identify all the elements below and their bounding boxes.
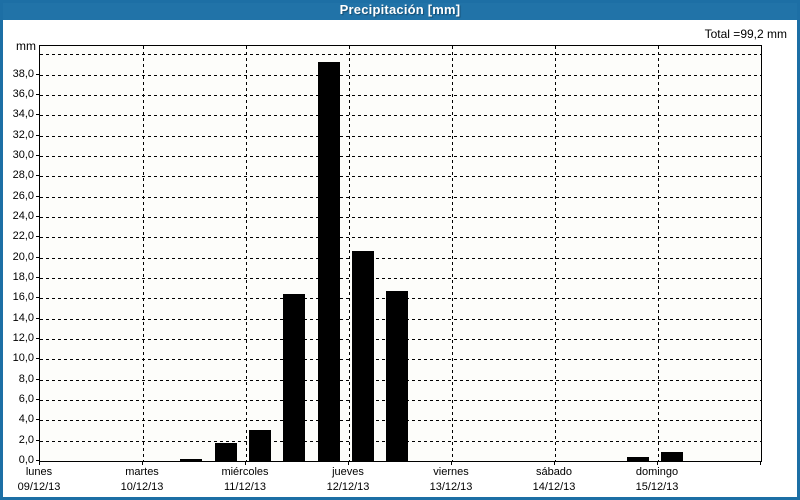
- x-axis-date-label: 12/12/13: [326, 481, 370, 493]
- x-tick-mark: [451, 461, 452, 465]
- x-axis-date-label: 09/12/13: [17, 481, 61, 493]
- y-tick-label: 18,0: [12, 270, 34, 283]
- precipitation-bar: [661, 452, 683, 461]
- total-precipitation-label: Total =99,2 mm: [704, 27, 787, 41]
- vertical-gridline: [658, 46, 659, 461]
- x-axis-date-label: 11/12/13: [223, 481, 266, 493]
- horizontal-gridline: [40, 155, 761, 157]
- x-axis-date-label: 10/12/13: [120, 481, 164, 493]
- precipitation-bar: [386, 291, 409, 461]
- vertical-gridline: [349, 46, 350, 461]
- horizontal-gridline: [40, 196, 761, 198]
- y-tick-label: 14,0: [12, 311, 34, 324]
- vertical-gridline: [143, 46, 144, 461]
- y-tick-label: 24,0: [12, 209, 34, 222]
- x-tick-mark: [760, 461, 761, 465]
- horizontal-gridline: [40, 54, 761, 56]
- precipitation-bar: [214, 443, 237, 461]
- x-axis-day-label: jueves: [332, 466, 364, 478]
- y-tick-mark: [36, 358, 40, 360]
- y-tick-mark: [36, 175, 40, 177]
- y-tick-mark: [36, 195, 40, 197]
- horizontal-gridline: [40, 135, 761, 137]
- y-tick-mark: [36, 215, 40, 217]
- horizontal-gridline: [40, 216, 761, 218]
- x-axis-day-label: lunes: [25, 466, 53, 478]
- horizontal-gridline: [40, 176, 761, 178]
- x-tick-mark: [39, 461, 40, 465]
- y-tick-label: 12,0: [12, 331, 34, 344]
- y-tick-label: 4,0: [18, 413, 34, 426]
- horizontal-gridline: [40, 74, 761, 76]
- y-tick-mark: [36, 460, 40, 461]
- horizontal-gridline: [40, 94, 761, 96]
- y-tick-label: 32,0: [12, 128, 34, 141]
- y-tick-mark: [36, 399, 40, 400]
- y-tick-label: 2,0: [18, 433, 34, 446]
- precipitation-bar: [626, 457, 649, 461]
- y-tick-label: 36,0: [12, 87, 34, 100]
- x-axis-date-label: 13/12/13: [429, 481, 473, 493]
- x-tick-mark: [245, 461, 246, 465]
- x-tick-mark: [657, 461, 658, 465]
- y-tick-mark: [36, 73, 40, 75]
- x-axis-day-label: sábado: [535, 466, 573, 478]
- x-tick-mark: [554, 461, 555, 465]
- y-tick-mark: [36, 134, 40, 136]
- y-tick-mark: [36, 419, 40, 421]
- precipitation-bar: [352, 251, 374, 461]
- precipitation-bar: [180, 459, 203, 461]
- horizontal-gridline: [40, 115, 761, 117]
- y-tick-label: 20,0: [12, 250, 34, 263]
- x-tick-mark: [142, 461, 143, 465]
- x-axis-day-label: miércoles: [221, 466, 269, 478]
- y-tick-label: 0,0: [18, 454, 34, 466]
- y-tick-mark: [36, 317, 40, 319]
- vertical-gridline: [452, 46, 453, 461]
- plot-area: [39, 45, 762, 462]
- y-tick-label: 30,0: [12, 148, 34, 161]
- x-axis-day-label: viernes: [433, 466, 469, 478]
- y-tick-mark: [36, 378, 40, 380]
- y-tick-label: 34,0: [12, 108, 34, 121]
- y-tick-mark: [36, 439, 40, 441]
- precipitation-bar: [283, 294, 306, 461]
- precipitation-bar: [249, 430, 271, 461]
- y-tick-mark: [36, 276, 40, 278]
- y-tick-label: 28,0: [12, 169, 34, 182]
- y-tick-label: 6,0: [18, 393, 34, 405]
- y-tick-mark: [36, 256, 40, 258]
- y-tick-mark: [36, 93, 40, 95]
- vertical-gridline: [246, 46, 247, 461]
- x-axis-day-label: martes: [125, 466, 159, 478]
- horizontal-gridline: [40, 257, 761, 259]
- y-tick-label: 16,0: [12, 291, 34, 304]
- y-tick-label: 22,0: [12, 230, 34, 243]
- chart-title: Precipitación [mm]: [0, 0, 800, 20]
- x-axis-date-label: 14/12/13: [532, 481, 576, 493]
- y-tick-mark: [36, 154, 40, 156]
- y-tick-mark: [36, 297, 40, 299]
- y-tick-label: 38,0: [12, 67, 34, 80]
- y-tick-mark: [36, 114, 40, 116]
- y-tick-label: 10,0: [12, 352, 34, 365]
- precipitation-bar: [317, 62, 340, 461]
- y-axis-unit-label: mm: [16, 39, 36, 53]
- x-tick-mark: [348, 461, 349, 465]
- x-axis-day-label: domingo: [635, 466, 679, 478]
- x-axis-date-label: 15/12/13: [635, 481, 679, 493]
- y-tick-mark: [36, 337, 40, 339]
- y-tick-mark: [36, 236, 40, 238]
- horizontal-gridline: [40, 237, 761, 239]
- horizontal-gridline: [40, 277, 761, 279]
- vertical-gridline: [555, 46, 556, 461]
- y-tick-label: 26,0: [12, 189, 34, 202]
- y-tick-label: 8,0: [18, 372, 34, 385]
